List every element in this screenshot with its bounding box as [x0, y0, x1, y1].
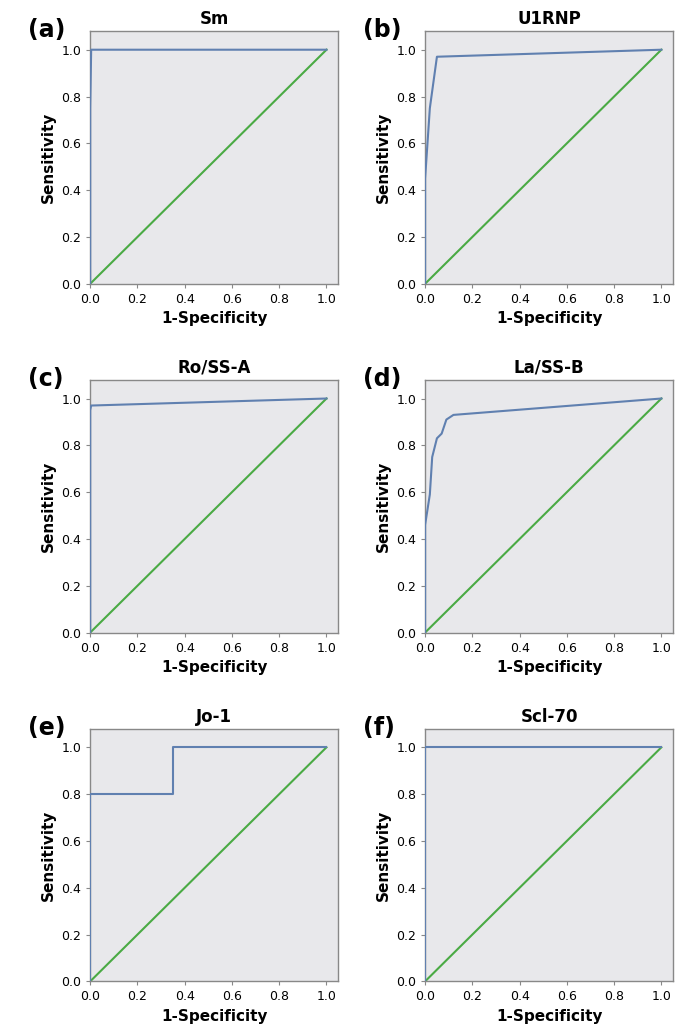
Y-axis label: Sensitivity: Sensitivity [41, 112, 56, 204]
Text: (d): (d) [363, 367, 401, 392]
Title: La/SS-B: La/SS-B [514, 358, 584, 377]
X-axis label: 1-Specificity: 1-Specificity [161, 1009, 267, 1024]
Title: Sm: Sm [200, 10, 229, 28]
Y-axis label: Sensitivity: Sensitivity [375, 461, 391, 552]
Text: (b): (b) [363, 19, 402, 42]
Title: Jo-1: Jo-1 [196, 708, 232, 725]
X-axis label: 1-Specificity: 1-Specificity [496, 1009, 602, 1024]
Y-axis label: Sensitivity: Sensitivity [375, 809, 391, 901]
Text: (a): (a) [28, 19, 65, 42]
X-axis label: 1-Specificity: 1-Specificity [496, 660, 602, 676]
Text: (f): (f) [363, 716, 395, 740]
Title: U1RNP: U1RNP [517, 10, 581, 28]
Title: Ro/SS-A: Ro/SS-A [178, 358, 251, 377]
Title: Scl-70: Scl-70 [520, 708, 578, 725]
Text: (e): (e) [28, 716, 66, 740]
X-axis label: 1-Specificity: 1-Specificity [496, 311, 602, 326]
X-axis label: 1-Specificity: 1-Specificity [161, 660, 267, 676]
Text: (c): (c) [28, 367, 64, 392]
X-axis label: 1-Specificity: 1-Specificity [161, 311, 267, 326]
Y-axis label: Sensitivity: Sensitivity [375, 112, 391, 204]
Y-axis label: Sensitivity: Sensitivity [41, 461, 56, 552]
Y-axis label: Sensitivity: Sensitivity [41, 809, 56, 901]
